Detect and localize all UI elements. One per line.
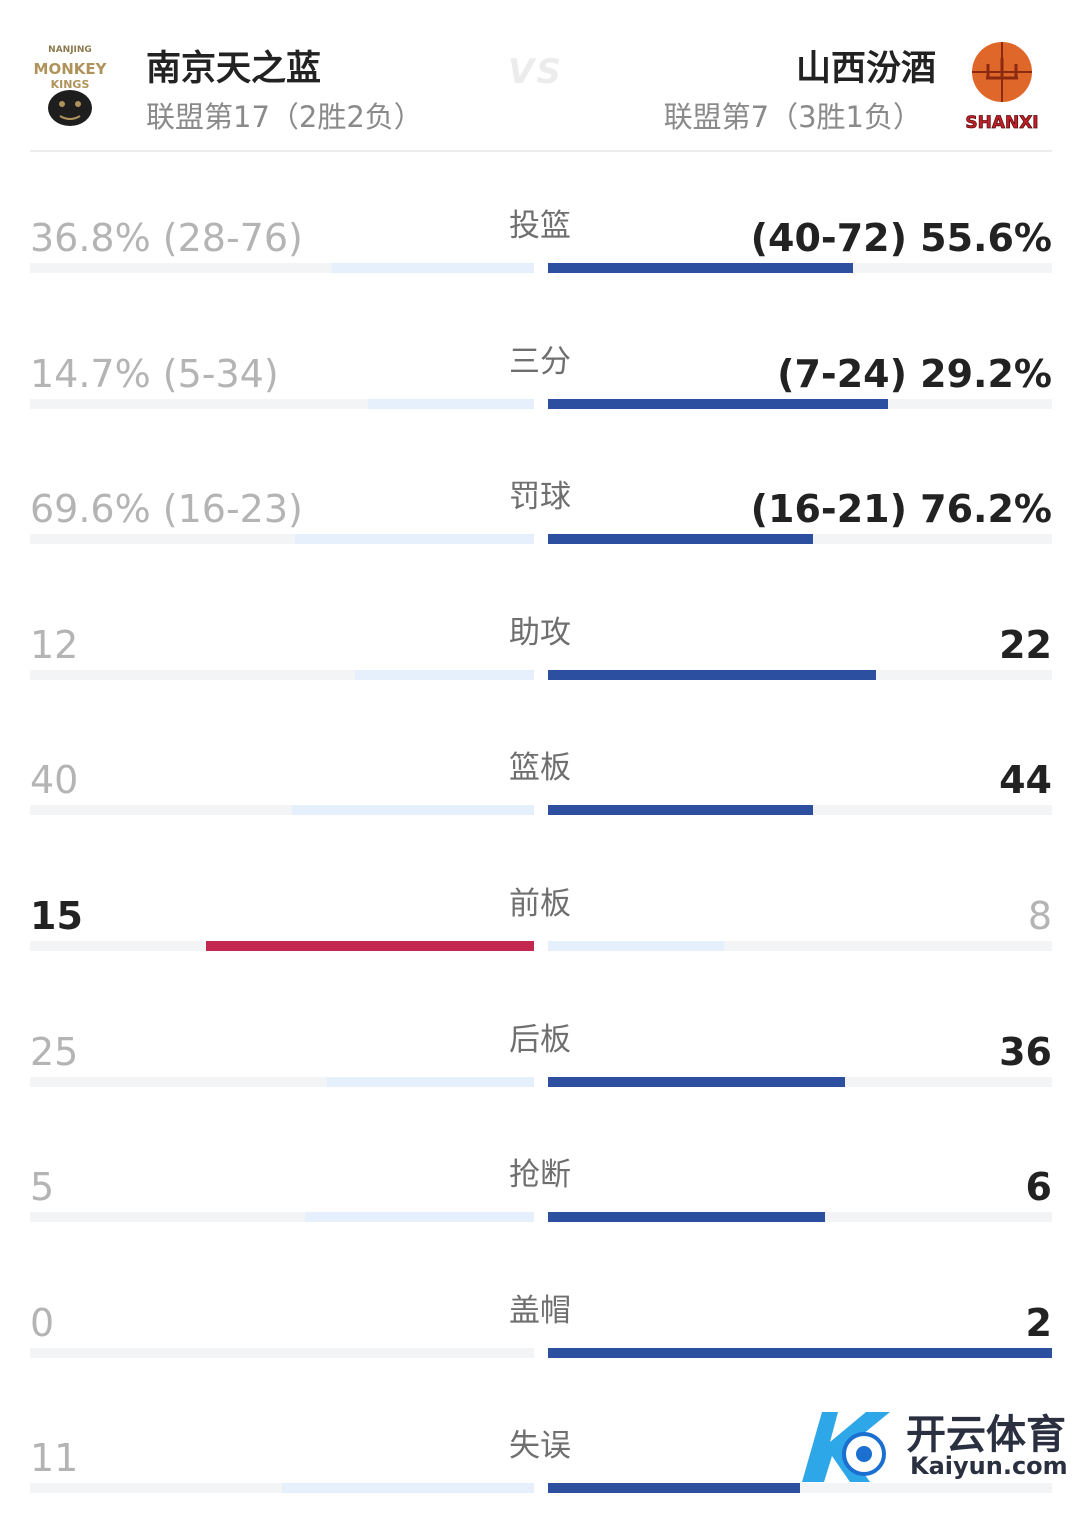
brand-logo-icon: [802, 1412, 890, 1482]
away-stat-value: 8: [1027, 894, 1052, 938]
vs-label: VS: [508, 52, 563, 92]
home-stat-value: 15: [30, 894, 83, 938]
away-bar: [548, 941, 724, 951]
home-stat-value: 40: [30, 758, 79, 803]
svg-text:NANJING: NANJING: [48, 45, 92, 55]
home-bar: [355, 669, 534, 680]
home-bar: [295, 534, 534, 545]
home-bar: [292, 805, 534, 816]
home-stat-value: 36.8% (28-76): [30, 216, 303, 260]
away-bar: [548, 1483, 800, 1494]
home-stat-value: 25: [30, 1029, 79, 1074]
brand-watermark: 开云体育 Kaiyun.com: [790, 1398, 1070, 1490]
home-bar-track: [30, 398, 534, 409]
stat-label: 后板: [509, 1021, 571, 1058]
stat-row: 0 盖帽 2: [0, 1261, 1080, 1396]
stat-label: 三分: [509, 343, 571, 380]
away-stat-value: (7-24) 29.2%: [777, 351, 1052, 396]
home-team-logo[interactable]: NANJING MONKEY KINGS: [30, 38, 110, 134]
away-team-name[interactable]: 山西汾酒: [795, 49, 936, 89]
away-bar: [548, 669, 876, 680]
home-bar-track: [30, 669, 534, 680]
away-bar: [548, 805, 813, 816]
away-bar-track: [548, 1347, 1052, 1358]
home-stat-value: 5: [30, 1165, 55, 1210]
away-bar-track: [548, 669, 1052, 680]
home-bar-track: [30, 534, 534, 545]
stat-label: 失误: [509, 1428, 571, 1465]
home-team-name[interactable]: 南京天之蓝: [146, 49, 322, 89]
away-bar-track: [548, 1483, 1052, 1494]
stat-row: 12 助攻 22: [0, 583, 1080, 718]
home-stat-value: 11: [30, 1436, 79, 1481]
away-bar: [548, 534, 813, 545]
away-stat-value: 22: [999, 622, 1052, 667]
away-stat-value: 36: [999, 1029, 1052, 1074]
stat-row: 25 后板 36: [0, 990, 1080, 1125]
away-bar: [548, 398, 888, 409]
stat-label: 盖帽: [509, 1292, 571, 1329]
stat-row: 40 篮板 44: [0, 718, 1080, 853]
stat-label: 抢断: [509, 1157, 571, 1194]
svg-text:SHANXI: SHANXI: [965, 113, 1038, 133]
away-bar: [548, 263, 853, 273]
home-bar-track: [30, 1212, 534, 1223]
home-bar: [282, 1483, 534, 1494]
home-stat-value: 12: [30, 622, 79, 667]
stat-label: 罚球: [509, 479, 571, 516]
stat-label: 助攻: [509, 614, 571, 651]
home-team-rank: 联盟第17（2胜2负）: [146, 100, 423, 134]
stat-row: 69.6% (16-23) 罚球 (16-21) 76.2%: [0, 447, 1080, 582]
away-team-logo[interactable]: SHANXI: [964, 38, 1044, 134]
home-bar-track: [30, 263, 534, 273]
stat-row: 36.8% (28-76) 投篮 (40-72) 55.6%: [0, 176, 1080, 311]
away-bar: [548, 1076, 845, 1087]
brand-name: 开云体育: [906, 1412, 1066, 1458]
away-stat-value: (16-21) 76.2%: [750, 487, 1052, 532]
away-bar-track: [548, 941, 1052, 951]
home-bar: [332, 263, 534, 273]
away-bar-track: [548, 1212, 1052, 1223]
home-stat-value: 69.6% (16-23): [30, 487, 303, 532]
away-stat-value: 6: [1025, 1165, 1052, 1210]
away-stat-value: 2: [1025, 1300, 1052, 1345]
away-bar-track: [548, 534, 1052, 545]
home-bar-track: [30, 1483, 534, 1494]
stat-row: 14.7% (5-34) 三分 (7-24) 29.2%: [0, 312, 1080, 447]
home-bar-track: [30, 805, 534, 816]
brand-domain: Kaiyun.com: [910, 1452, 1068, 1480]
match-header: NANJING MONKEY KINGS 南京天之蓝 联盟第17（2胜2负） V…: [0, 0, 1080, 152]
home-bar: [305, 1212, 534, 1223]
away-stat-value: 44: [999, 758, 1052, 803]
home-bar: [327, 1076, 534, 1087]
home-bar-track: [30, 941, 534, 951]
stat-label: 前板: [509, 886, 571, 922]
home-bar: [206, 941, 534, 951]
home-bar: [368, 398, 534, 409]
away-bar-track: [548, 1076, 1052, 1087]
away-bar-track: [548, 263, 1052, 273]
header-divider: [30, 150, 1052, 152]
stat-label: 投篮: [509, 208, 571, 244]
away-bar-track: [548, 805, 1052, 816]
svg-text:MONKEY: MONKEY: [34, 60, 108, 78]
home-stat-value: 14.7% (5-34): [30, 351, 279, 396]
away-bar: [548, 1212, 825, 1223]
away-stat-value: (40-72) 55.6%: [750, 216, 1052, 260]
stat-row: 5 抢断 6: [0, 1125, 1080, 1260]
away-bar: [548, 1347, 1052, 1358]
stat-row: 15 前板 8: [0, 854, 1080, 989]
away-team-rank: 联盟第7（3胜1负）: [663, 100, 922, 134]
home-stat-value: 0: [30, 1300, 55, 1345]
home-bar-track: [30, 1347, 534, 1358]
home-bar-track: [30, 1076, 534, 1087]
stat-row: 11 失误: [0, 1396, 1080, 1531]
stat-label: 篮板: [509, 750, 571, 787]
svg-text:KINGS: KINGS: [51, 78, 90, 91]
away-bar-track: [548, 398, 1052, 409]
